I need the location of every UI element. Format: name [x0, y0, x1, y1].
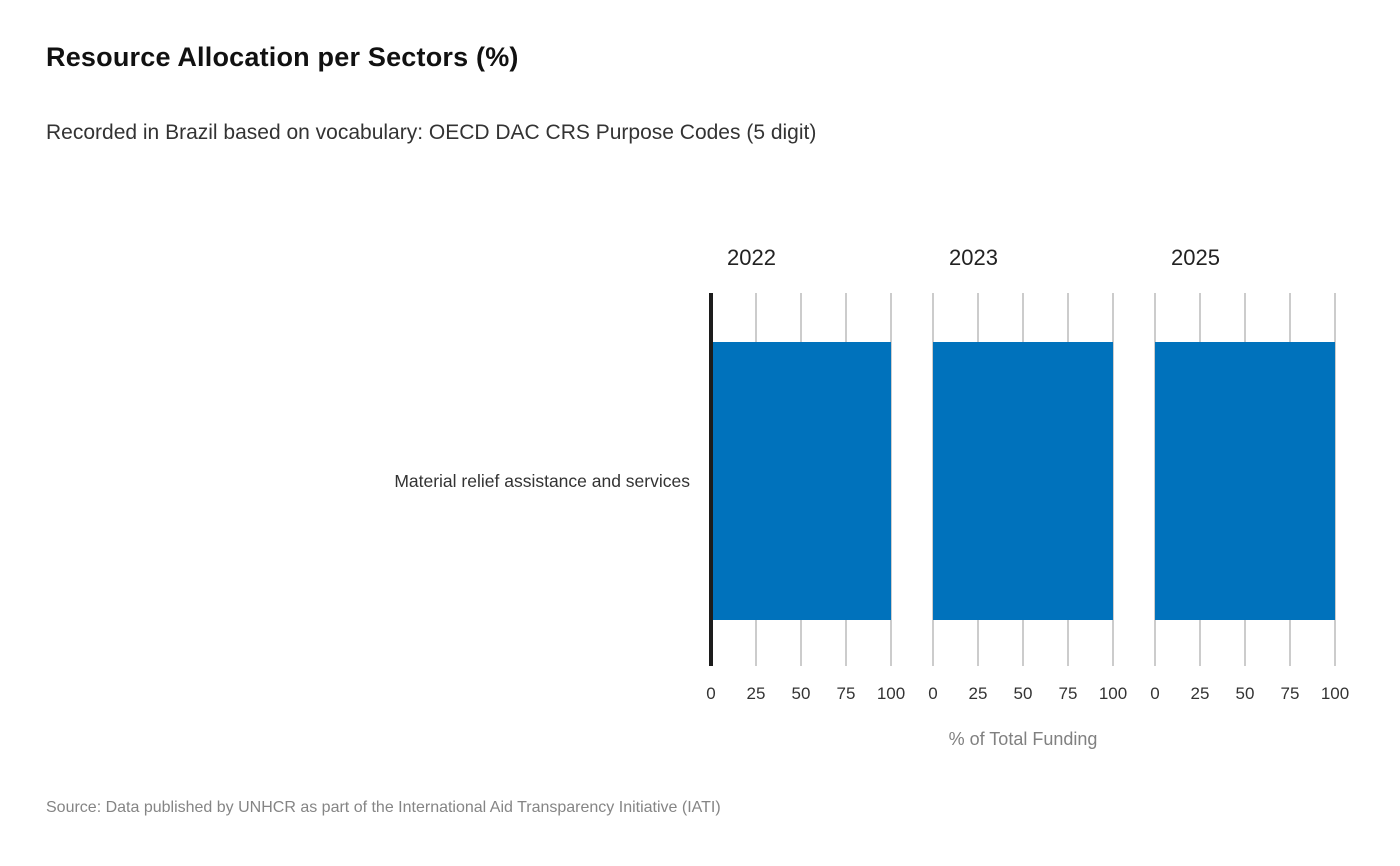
x-tick-label-0: 0 — [928, 684, 938, 703]
x-tick-label-0: 0 — [706, 684, 716, 703]
plot-area-2023 — [932, 293, 1114, 666]
chart-panels: 2022 0 25 50 75 100 2023 0 25 50 75 100 2025 0 25 50 75 1… — [706, 245, 1349, 706]
facet-title-2023: 2023 — [949, 245, 998, 270]
x-tick-label-25: 25 — [968, 684, 988, 703]
chart-subtitle: Recorded in Brazil based on vocabulary: … — [46, 121, 817, 144]
x-tick-label-100: 100 — [1320, 684, 1350, 703]
bar-2025-material-relief[interactable] — [1155, 342, 1335, 620]
x-tick-label-0: 0 — [1150, 684, 1160, 703]
x-tick-label-50: 50 — [1013, 684, 1033, 703]
x-tick-label-75: 75 — [1280, 684, 1300, 703]
bar-2023-material-relief[interactable] — [933, 342, 1113, 620]
x-tick-label-75: 75 — [836, 684, 856, 703]
x-axis-title: % of Total Funding — [948, 729, 1098, 749]
x-axis-ticks-2023: 0 25 50 75 100 — [928, 666, 1127, 706]
chart-panel-2025: 2025 0 25 50 75 100 — [1150, 245, 1349, 706]
bar-2022-material-relief[interactable] — [711, 342, 891, 620]
facet-title-2022: 2022 — [727, 245, 776, 270]
plot-area-2025 — [1154, 293, 1336, 666]
gridline-100 — [1334, 293, 1336, 666]
x-tick-label-50: 50 — [1235, 684, 1255, 703]
category-label: Material relief assistance and services — [394, 471, 690, 491]
plot-area-2022 — [709, 293, 892, 666]
gridline-100 — [890, 293, 892, 666]
x-axis-ticks-2022: 0 25 50 75 100 — [706, 666, 905, 706]
x-tick-label-75: 75 — [1058, 684, 1078, 703]
x-tick-label-50: 50 — [791, 684, 811, 703]
source-note: Source: Data published by UNHCR as part … — [46, 799, 721, 816]
facet-title-2025: 2025 — [1171, 245, 1220, 270]
chart-panel-2022: 2022 0 25 50 75 100 — [706, 245, 905, 706]
x-tick-label-100: 100 — [876, 684, 906, 703]
y-axis-line — [709, 293, 713, 666]
x-axis-ticks-2025: 0 25 50 75 100 — [1150, 666, 1349, 706]
chart-panel-2023: 2023 0 25 50 75 100 — [928, 245, 1127, 706]
x-tick-label-25: 25 — [746, 684, 766, 703]
x-tick-label-100: 100 — [1098, 684, 1128, 703]
gridline-100 — [1112, 293, 1114, 666]
x-tick-label-25: 25 — [1190, 684, 1210, 703]
chart-title: Resource Allocation per Sectors (%) — [46, 42, 519, 72]
